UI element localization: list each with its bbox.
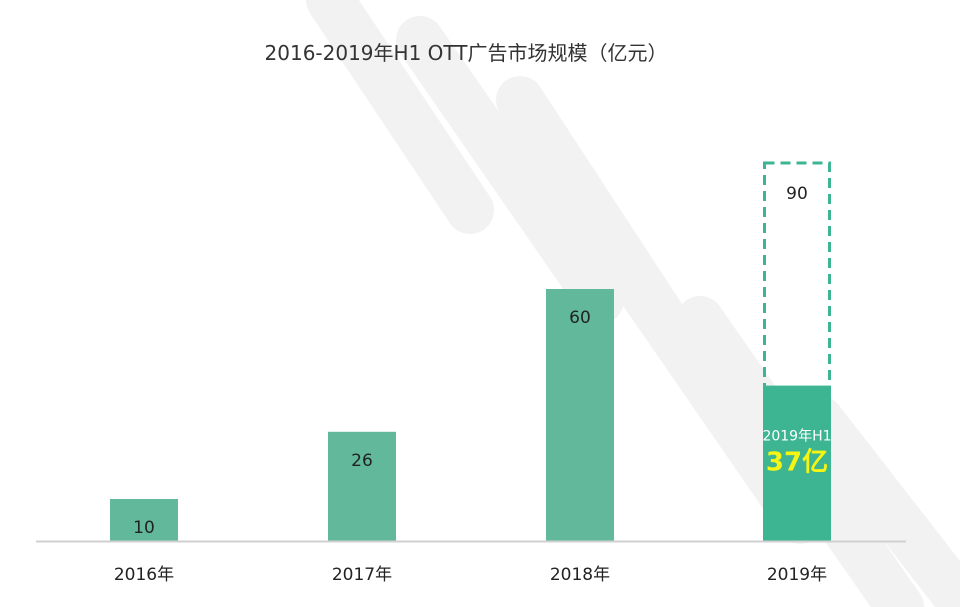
x-tick-label: 2017年 <box>332 565 392 585</box>
bars-layer: 10 26 60 90 2019年H1 37亿 <box>110 161 832 543</box>
x-tick-label: 2016年 <box>114 565 174 585</box>
bar-2019-forecast-outline <box>763 161 831 543</box>
bar <box>546 289 614 541</box>
watermark-layer <box>306 0 960 607</box>
bar-value-label: 90 <box>786 184 808 204</box>
bar <box>110 499 178 541</box>
bar-value-label: 26 <box>351 451 373 471</box>
x-axis-ticks: 2016年 2017年 2018年 2019年 <box>114 565 827 585</box>
bar-value-label: 60 <box>569 308 591 328</box>
bar-2019-h1 <box>763 385 831 541</box>
x-tick-label: 2019年 <box>767 565 827 585</box>
partial-bar-value: 37亿 <box>766 448 828 478</box>
bar <box>328 431 396 541</box>
watermark-stroke <box>306 0 494 234</box>
watermark-stroke <box>796 396 960 607</box>
partial-bar-label: 2019年H1 <box>762 429 831 445</box>
chart-title: 2016-2019年H1 OTT广告市场规模（亿元） <box>265 41 668 65</box>
x-tick-label: 2018年 <box>550 565 610 585</box>
bar-value-label: 10 <box>133 518 155 538</box>
watermark-stroke <box>396 16 624 324</box>
